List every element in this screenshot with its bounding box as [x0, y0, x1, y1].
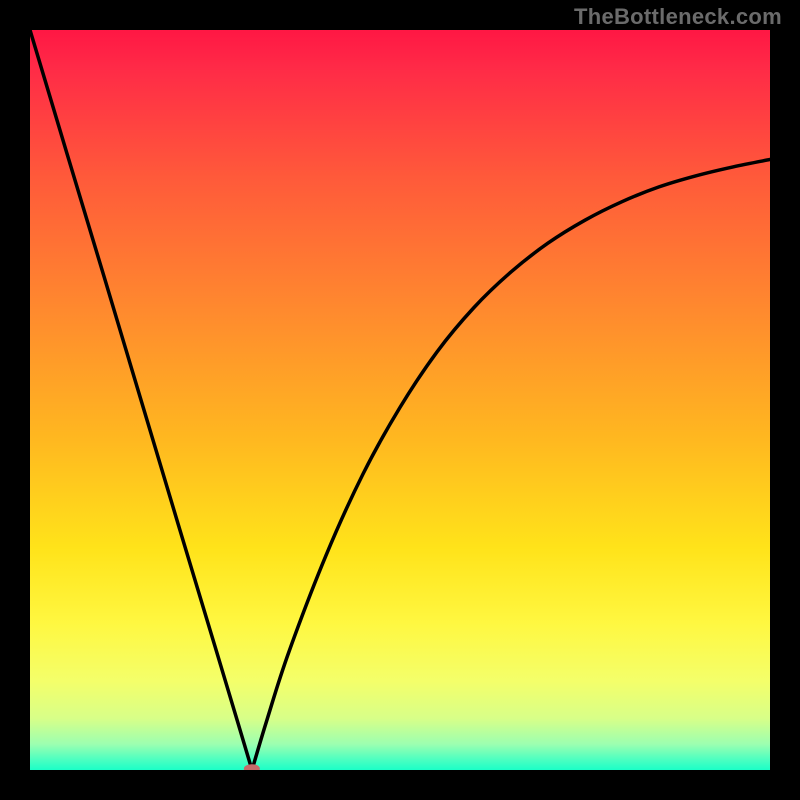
chart-container: TheBottleneck.com — [0, 0, 800, 800]
plot-area — [30, 30, 770, 770]
bottleneck-curve — [30, 30, 770, 770]
optimal-point-marker — [244, 764, 260, 770]
watermark-text: TheBottleneck.com — [574, 4, 782, 30]
